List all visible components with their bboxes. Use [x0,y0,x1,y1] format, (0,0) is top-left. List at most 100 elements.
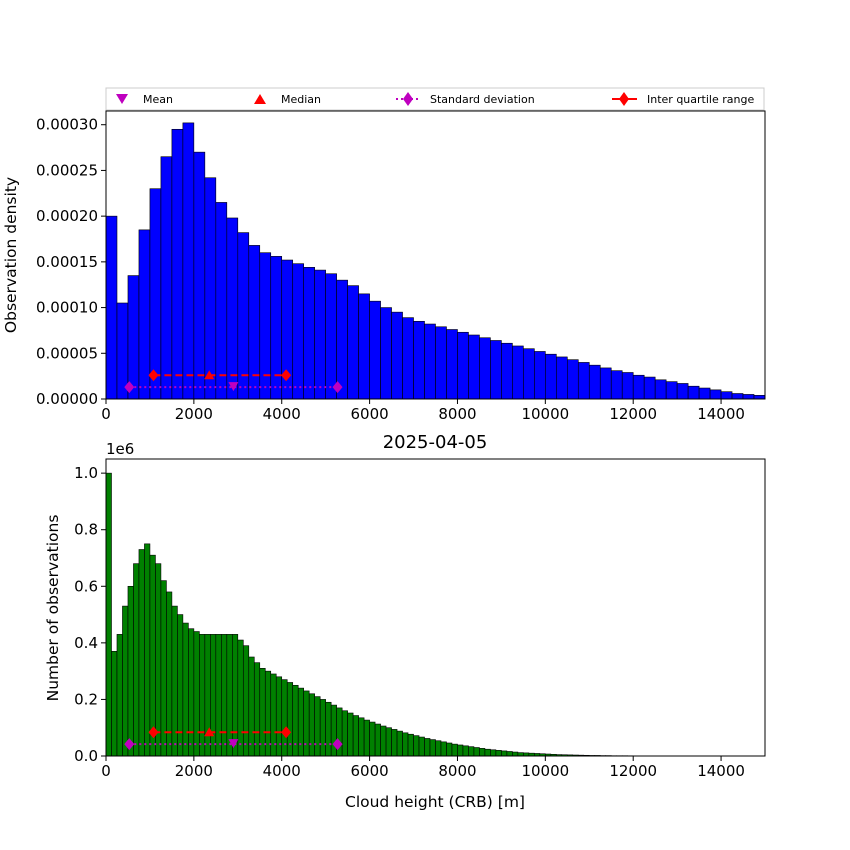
iqr-high-marker [281,369,292,382]
y-tick-label: 0.00025 [36,161,98,179]
histogram-bar [462,745,469,757]
legend-item-mean: Mean [116,93,173,106]
histogram-bar [413,735,420,757]
x-tick-label: 4000 [263,762,301,780]
histogram-bar [204,177,217,400]
histogram-bar [517,752,524,757]
x-tick-label: 6000 [351,405,389,423]
histogram-bar [171,605,178,757]
top-x-axis: 0 2000 4000 6000 8000 10000 12000 14000 [101,399,745,423]
histogram-bar [215,202,228,400]
y-tick-label: 0.00030 [36,116,98,134]
histogram-bar [226,217,239,400]
histogram-bar [363,719,370,757]
x-tick-label: 2000 [175,762,213,780]
histogram-bar [451,743,458,757]
bottom-chart: 2025-04-05 1e6 0 2000 4000 6000 8000 10000 120… [44,432,766,811]
bottom-bars [105,472,700,757]
histogram-bar [259,252,272,400]
histogram-bar [292,684,299,757]
histogram-bar [116,634,123,757]
histogram-bar [111,651,118,757]
histogram-bar [490,749,497,757]
histogram-bar [523,348,535,400]
x-tick-label: 10000 [521,405,569,423]
histogram-bar [138,229,151,400]
x-tick-label: 12000 [609,405,657,423]
histogram-bar [149,188,162,400]
histogram-bar [171,128,184,400]
histogram-bar [105,472,112,757]
std-high-marker [332,738,343,751]
histogram-bar [479,748,486,757]
histogram-bar [303,690,310,757]
histogram-bar [177,614,184,757]
histogram-bar [632,374,645,400]
histogram-bar [424,323,436,400]
histogram-bar [182,122,195,400]
histogram-bar [319,699,326,757]
y-tick-label: 0.00005 [36,344,98,362]
histogram-bar [643,376,656,400]
histogram-bar [122,605,129,757]
histogram-bar [407,733,414,757]
y-tick-label: 0.0 [74,747,98,765]
iqr-low-marker [148,726,159,739]
top-y-axis-label: Observation density [2,177,20,333]
std-diamond-icon [403,92,413,106]
histogram-bar [221,634,228,757]
bottom-chart-title: 2025-04-05 [383,432,488,453]
histogram-bar [374,723,381,757]
legend-item-std: Standard deviation [396,92,535,106]
x-tick-label: 2000 [175,405,213,423]
histogram-bar [193,631,200,757]
histogram-bar [237,639,244,757]
histogram-bar [270,256,283,400]
y-tick-label: 1.0 [74,464,98,482]
x-tick-label: 12000 [609,762,657,780]
histogram-bar [440,741,447,757]
histogram-bar [352,715,359,757]
histogram-bar [127,585,134,757]
histogram-bar [588,364,601,400]
histogram-bar [501,342,513,400]
legend-item-iqr: Inter quartile range [612,92,754,106]
std-low-marker [124,381,135,394]
histogram-bar [380,725,387,757]
histogram-bar [369,300,381,400]
histogram-bar [742,394,755,400]
histogram-bar [325,273,337,400]
bottom-x-axis-label: Cloud height (CRB) [m] [345,793,525,811]
bottom-y-scale-label: 1e6 [106,440,134,458]
histogram-bar [210,634,217,757]
std-high-marker [332,381,343,394]
histogram-bar [193,151,206,400]
histogram-bar [314,269,326,400]
histogram-bar [424,738,431,757]
histogram-bar [435,326,447,400]
histogram-bar [495,750,502,757]
median-marker-icon [254,94,266,104]
x-tick-label: 0 [101,762,111,780]
legend-label-mean: Mean [143,93,173,106]
y-tick-label: 0.2 [74,690,98,708]
x-tick-label: 14000 [697,762,745,780]
mean-marker [228,382,239,392]
histogram-bar [709,389,722,400]
histogram-bar [435,740,442,757]
histogram-bar [654,379,667,400]
histogram-bar [188,628,195,757]
top-y-axis: 0.00000 0.00005 0.00010 0.00015 0.00020 0.000… [36,116,106,408]
histogram-bar [753,395,766,400]
histogram-bar [358,717,365,757]
histogram-bar [292,263,305,400]
iqr-diamond-icon [619,92,629,106]
histogram-bar [308,693,315,757]
histogram-bar [385,727,392,757]
histogram-bar [610,370,623,400]
histogram-bar [457,331,469,400]
y-tick-label: 0.4 [74,634,98,652]
y-tick-label: 0.00020 [36,207,98,225]
std-low-marker [124,738,135,751]
